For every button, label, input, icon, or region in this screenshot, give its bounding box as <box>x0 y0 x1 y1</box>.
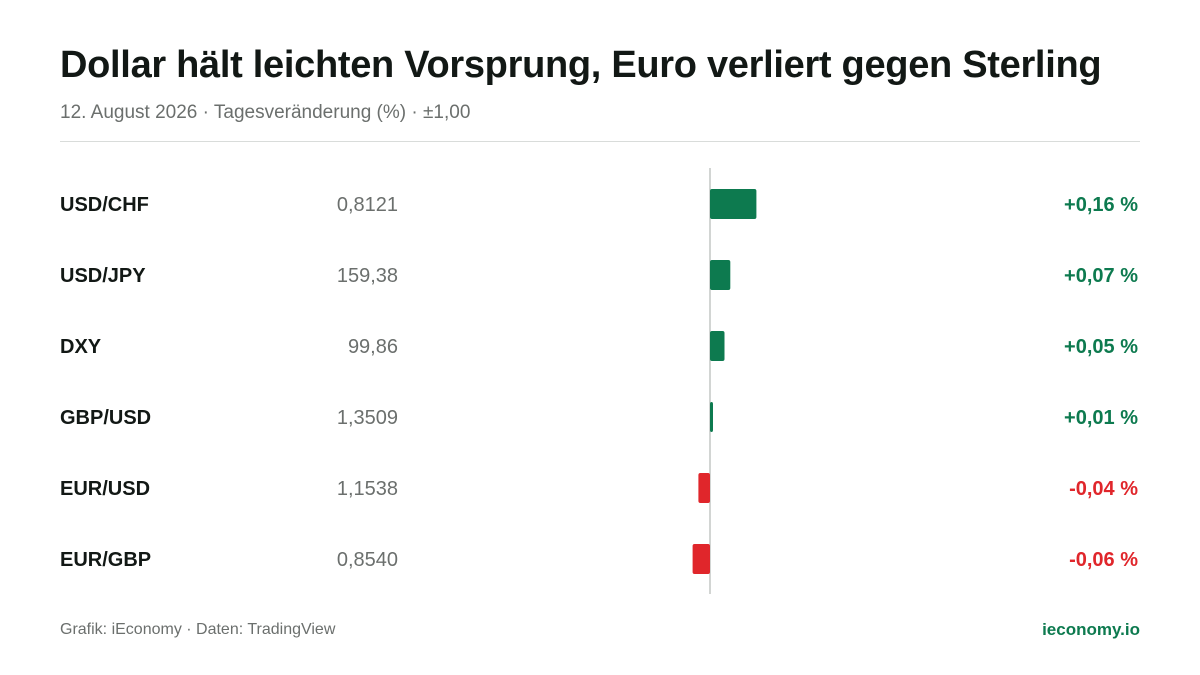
rate-value: 159,38 <box>337 265 398 287</box>
change-label: +0,05 % <box>1064 336 1138 358</box>
change-label: +0,01 % <box>1064 407 1138 429</box>
change-bar <box>710 402 713 432</box>
change-label: +0,07 % <box>1064 265 1138 287</box>
rate-value: 99,86 <box>348 336 398 358</box>
brand-link[interactable]: ieconomy.io <box>1042 620 1140 639</box>
chart-title: Dollar hält leichten Vorsprung, Euro ver… <box>60 44 1102 86</box>
rate-value: 0,8540 <box>337 549 398 571</box>
rate-value: 1,3509 <box>337 407 398 429</box>
change-bar <box>692 544 710 574</box>
change-bar <box>698 473 710 503</box>
pair-label: USD/CHF <box>60 194 149 216</box>
pair-label: USD/JPY <box>60 265 146 287</box>
source-note: Grafik: iEconomy · Daten: TradingView <box>60 621 336 638</box>
change-label: -0,06 % <box>1069 549 1138 571</box>
pair-label: GBP/USD <box>60 407 151 429</box>
pair-label: EUR/GBP <box>60 549 151 571</box>
change-label: +0,16 % <box>1064 194 1138 216</box>
change-label: -0,04 % <box>1069 478 1138 500</box>
rate-value: 0,8121 <box>337 194 398 216</box>
change-bar <box>710 331 725 361</box>
change-bar <box>710 189 757 219</box>
chart-subtitle: 12. August 2026 · Tagesveränderung (%) ·… <box>60 102 471 123</box>
pair-label: EUR/USD <box>60 478 150 500</box>
rate-value: 1,1538 <box>337 478 398 500</box>
header-divider <box>60 141 1140 142</box>
change-bar <box>710 260 731 290</box>
pair-label: DXY <box>60 336 102 358</box>
